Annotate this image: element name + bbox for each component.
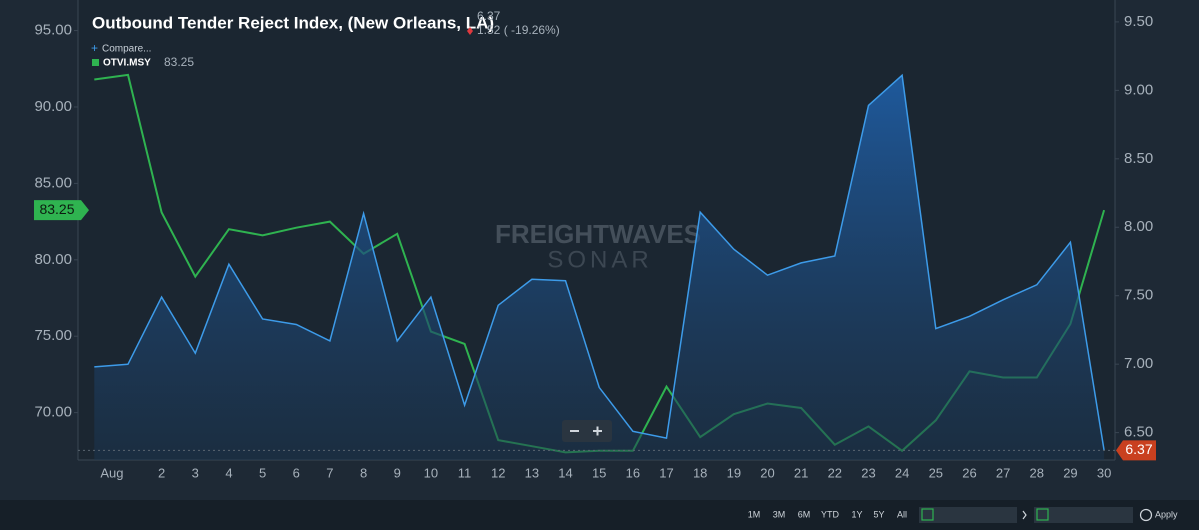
apply-button[interactable]: Apply	[1155, 509, 1178, 519]
y-tick-label: 70.00	[34, 404, 72, 421]
arrow-icon	[1022, 510, 1027, 520]
area	[94, 75, 1105, 461]
x-tick-label: 19	[727, 465, 741, 480]
range-button[interactable]: YTD	[821, 509, 840, 519]
x-tick-label: 18	[693, 465, 707, 480]
last-value-label: 6.37	[1125, 441, 1152, 457]
x-tick-label: 2	[158, 465, 165, 480]
y-tick-label: 85.00	[34, 174, 72, 191]
header: Outbound Tender Reject Index, (New Orlea…	[91, 9, 560, 69]
x-tick-label: 22	[828, 465, 842, 480]
x-tick-label: 30	[1097, 465, 1111, 480]
y2-tick-label: 8.50	[1124, 150, 1153, 167]
header-value: 6.37	[477, 9, 501, 23]
y-tick-label: 75.00	[34, 327, 72, 344]
legend-name: OTVI.MSY	[103, 58, 151, 69]
y-tick-label: 80.00	[34, 251, 72, 268]
x-tick-label: 26	[962, 465, 976, 480]
x-tick-label: 5	[259, 465, 266, 480]
x-tick-label: 9	[394, 465, 401, 480]
x-tick-label: 3	[192, 465, 199, 480]
date-input[interactable]	[919, 507, 1017, 523]
x-tick-label: 25	[929, 465, 943, 480]
x-tick-label: 28	[1030, 465, 1044, 480]
y2-tick-label: 6.50	[1124, 424, 1153, 441]
last-value-tag	[34, 200, 89, 221]
x-tick-label: 14	[558, 465, 572, 480]
calendar-icon	[921, 508, 934, 521]
x-tick-label: 16	[626, 465, 640, 480]
range-button[interactable]: 1Y	[851, 509, 862, 519]
last-value-tag	[1116, 440, 1156, 461]
y-tick-label: 90.00	[34, 98, 72, 115]
chart-title: Outbound Tender Reject Index, (New Orlea…	[92, 13, 494, 32]
header-change: 1.52 ( -19.26%)	[477, 23, 560, 37]
range-button[interactable]: All	[897, 509, 907, 519]
y-tick-label: 95.00	[34, 22, 72, 39]
zoom-control	[562, 420, 612, 442]
x-tick-label: 24	[895, 465, 909, 480]
plot: 70.00 75.00 80.00 85.00 90.00 95.00 6.50 7.00 7.…	[34, 0, 1156, 480]
y2-tick-label: 9.00	[1124, 81, 1153, 98]
x-tick-label: 13	[525, 465, 539, 480]
x-tick-label: 11	[458, 465, 472, 480]
range-button[interactable]: 6M	[798, 509, 811, 519]
x-tick-label: 23	[861, 465, 875, 480]
watermark-text: FREIGHTWAVES	[495, 219, 701, 249]
y2-tick-label: 7.00	[1124, 355, 1153, 372]
line	[94, 73, 1105, 451]
x-tick-label: 8	[360, 465, 367, 480]
apply-icon	[1139, 508, 1153, 522]
y2-tick-label: 8.00	[1124, 218, 1153, 235]
y2-tick-label: 7.50	[1124, 287, 1153, 304]
x-tick-label: 27	[996, 465, 1010, 480]
x-tick-label: Aug	[100, 465, 123, 480]
x-tick-label: 12	[491, 465, 505, 480]
x-tick-label: 29	[1063, 465, 1077, 480]
x-tick-label: 10	[424, 465, 438, 480]
zoom-in[interactable]	[593, 426, 602, 436]
legend-swatch	[92, 59, 99, 66]
calendar-icon	[1036, 508, 1049, 521]
x-tick-label: 21	[794, 465, 808, 480]
x-tick-label: 20	[760, 465, 774, 480]
compare-link[interactable]: Compare...	[102, 44, 151, 55]
x-tick-label: 7	[326, 465, 333, 480]
compare-icon: +	[91, 41, 98, 55]
range-button[interactable]: 1M	[748, 509, 761, 519]
toolbar	[0, 500, 1199, 530]
last-value-label: 83.25	[39, 201, 74, 217]
x-tick-label: 15	[592, 465, 606, 480]
x-tick-label: 6	[293, 465, 300, 480]
watermark-text: SONAR	[547, 246, 652, 273]
x-tick-label: 17	[659, 465, 673, 480]
range-bar: 1M 3M 6M YTD 1Y 5Y All Apply	[748, 507, 1178, 523]
date-input[interactable]	[1034, 507, 1133, 523]
y2-tick-label: 9.50	[1124, 13, 1153, 30]
legend-value: 83.25	[164, 55, 194, 69]
range-button[interactable]: 5Y	[873, 509, 884, 519]
range-button[interactable]: 3M	[773, 509, 786, 519]
change-icon	[467, 27, 473, 35]
x-tick-label: 4	[225, 465, 232, 480]
